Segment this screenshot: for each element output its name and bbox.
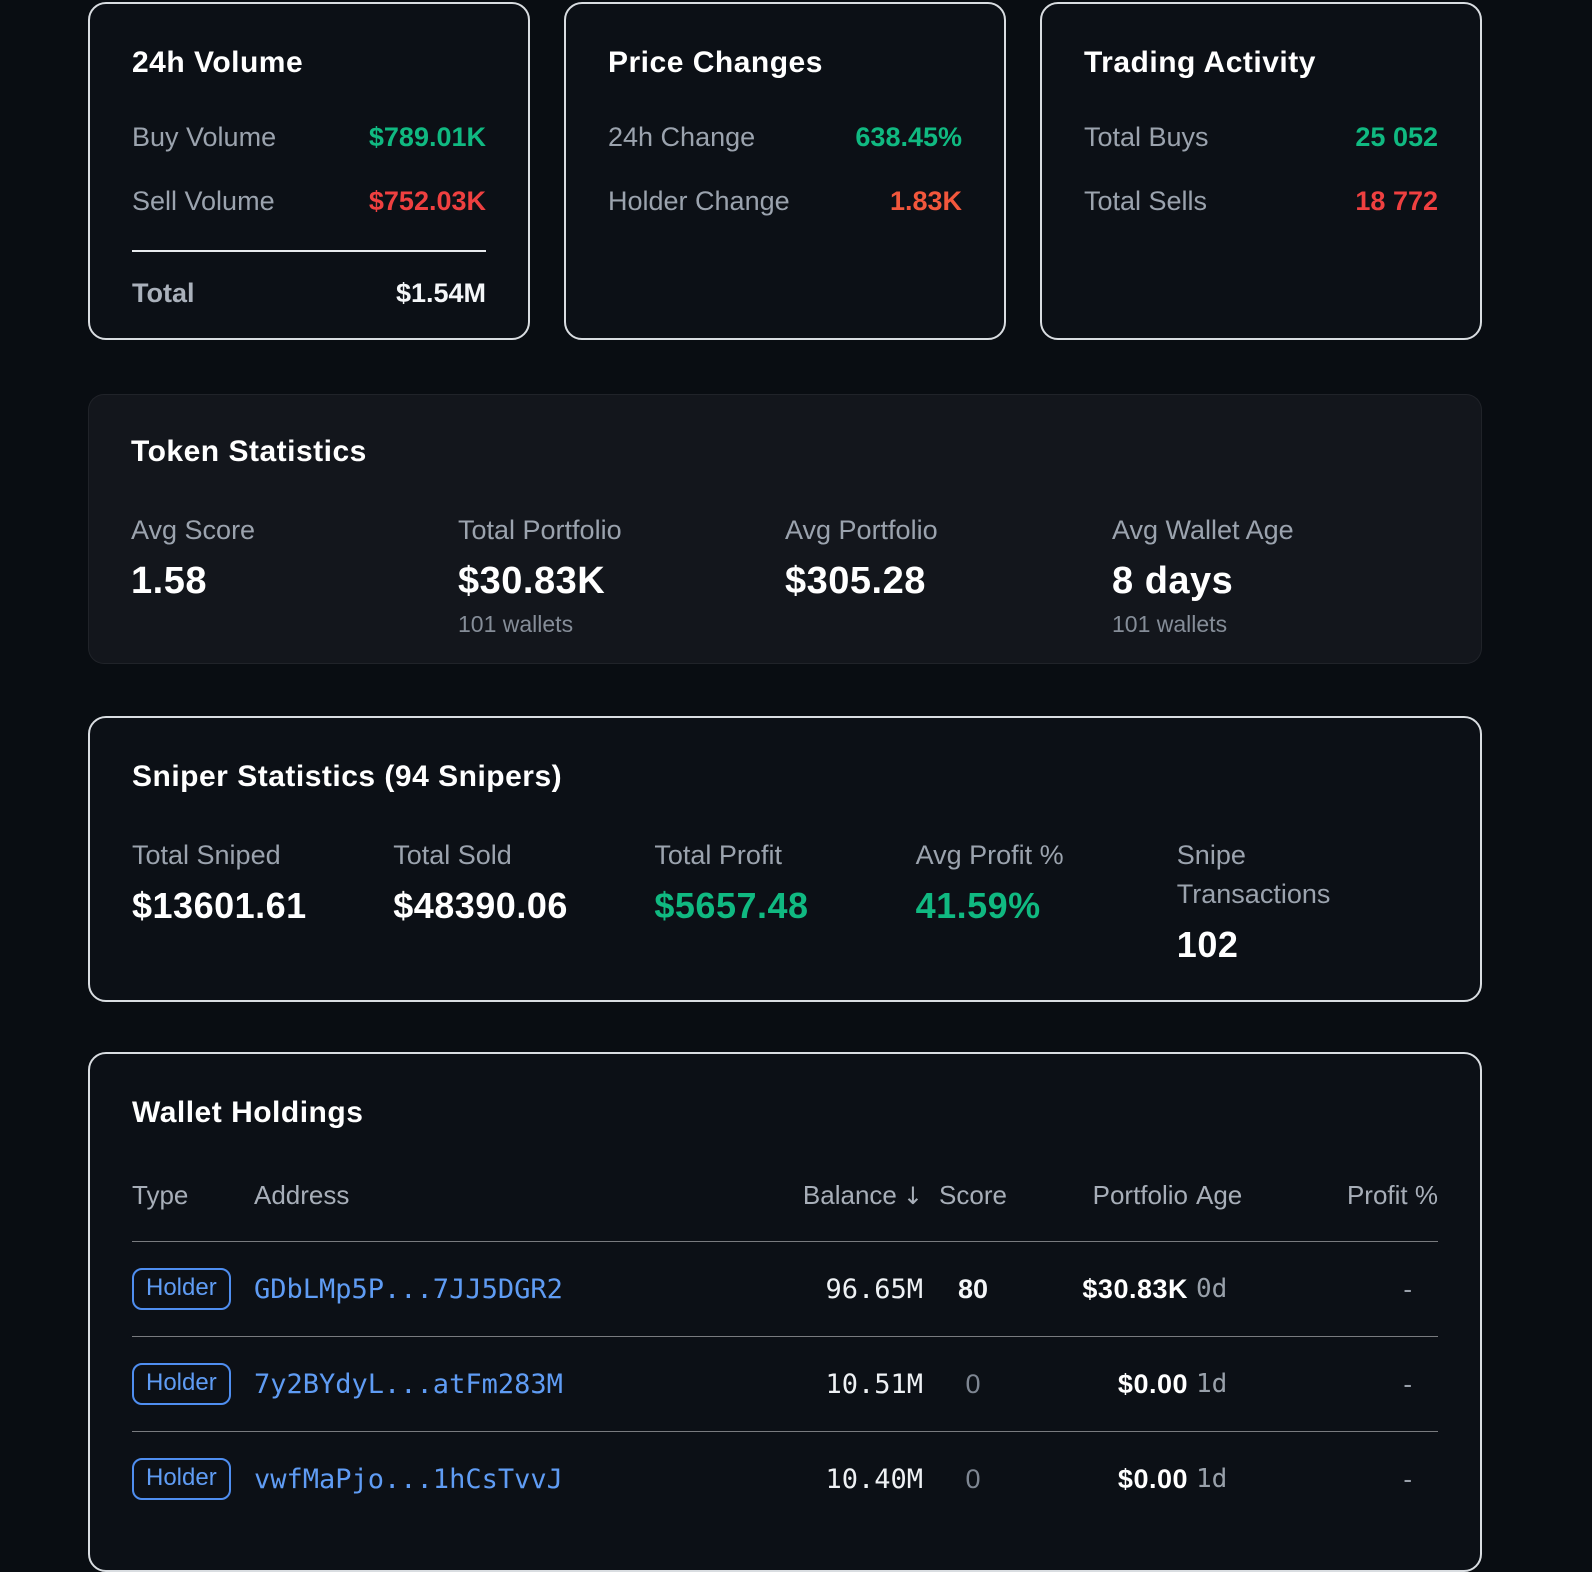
profit-value: - (1403, 1368, 1412, 1399)
age-value: 0d (1196, 1274, 1228, 1304)
wallet-address-link[interactable]: vwfMaPjo...1hCsTvvJ (254, 1463, 563, 1495)
avg-profit-pct-value: 41.59% (915, 885, 1041, 927)
holder-change-value: 1.83K (889, 186, 962, 216)
holdings-row-2: Holder 7y2BYdyL...atFm283M 10.51M 0 $0.0… (132, 1337, 1438, 1432)
trading-activity-card: Trading Activity Total Buys 25 052 Total… (1040, 2, 1482, 340)
stat-snipe-transactions: Snipe Transactions 102 (1177, 836, 1438, 966)
stat-total-portfolio: Total Portfolio $30.83K 101 wallets (458, 511, 785, 638)
volume-card: 24h Volume Buy Volume $789.01K Sell Volu… (88, 2, 530, 340)
avg-wallet-age-sub: 101 wallets (1112, 611, 1228, 638)
balance-value: 10.51M (825, 1368, 923, 1400)
total-sells-row: Total Sells 18 772 (1084, 186, 1438, 217)
total-portfolio-label: Total Portfolio (458, 515, 622, 545)
24h-change-row: 24h Change 638.45% (608, 122, 962, 153)
snipe-transactions-value: 102 (1176, 924, 1239, 966)
sell-volume-row: Sell Volume $752.03K (132, 186, 486, 217)
total-sold-label: Total Sold (393, 840, 512, 870)
portfolio-value: $0.00 (1117, 1368, 1188, 1399)
total-sniped-label: Total Sniped (132, 840, 281, 870)
dashboard-page: 24h Volume Buy Volume $789.01K Sell Volu… (88, 2, 1482, 1572)
total-profit-value: $5657.48 (654, 885, 809, 927)
stat-avg-wallet-age: Avg Wallet Age 8 days 101 wallets (1112, 511, 1439, 638)
total-buys-value: 25 052 (1355, 122, 1438, 152)
total-sold-value: $48390.06 (393, 885, 568, 927)
total-sells-value: 18 772 (1355, 186, 1438, 216)
sniper-statistics-card: Sniper Statistics (94 Snipers) Total Sni… (88, 716, 1482, 1002)
stat-total-profit: Total Profit $5657.48 (654, 836, 915, 966)
holder-type-badge: Holder (132, 1458, 231, 1500)
avg-wallet-age-value: 8 days (1112, 560, 1234, 603)
holder-change-label: Holder Change (608, 186, 790, 216)
trading-activity-title: Trading Activity (1084, 46, 1316, 79)
stat-total-sniped: Total Sniped $13601.61 (132, 836, 393, 966)
col-score: Score (939, 1180, 1007, 1210)
col-age: Age (1196, 1180, 1243, 1210)
score-value: 0 (965, 1368, 981, 1399)
col-address: Address (254, 1180, 350, 1210)
holdings-table: Type Address Balance ↓ Score Portfolio Ag… (132, 1180, 1438, 1526)
token-statistics-card: Token Statistics Avg Score 1.58 Total Po… (88, 394, 1482, 664)
stat-avg-score: Avg Score 1.58 (131, 511, 458, 638)
holdings-table-header: Type Address Balance ↓ Score Portfolio Ag… (132, 1180, 1438, 1242)
portfolio-value: $0.00 (1117, 1463, 1188, 1494)
sell-volume-value: $752.03K (368, 186, 486, 216)
total-buys-row: Total Buys 25 052 (1084, 122, 1438, 153)
col-balance-sort[interactable]: Balance ↓ (802, 1180, 923, 1210)
24h-change-value: 638.45% (855, 122, 962, 152)
balance-value: 10.40M (825, 1463, 923, 1495)
avg-score-value: 1.58 (131, 560, 207, 603)
stat-avg-profit-pct: Avg Profit % 41.59% (916, 836, 1177, 966)
buy-volume-value: $789.01K (368, 122, 486, 152)
holder-type-badge: Holder (132, 1268, 231, 1310)
age-value: 1d (1196, 1369, 1228, 1399)
total-volume-row: Total $1.54M (132, 278, 486, 309)
24h-change-label: 24h Change (608, 122, 756, 152)
portfolio-value: $30.83K (1082, 1273, 1188, 1304)
sniper-statistics-title: Sniper Statistics (94 Snipers) (132, 760, 563, 793)
holder-change-row: Holder Change 1.83K (608, 186, 962, 217)
total-volume-label: Total (132, 278, 195, 308)
balance-value: 96.65M (825, 1273, 923, 1305)
profit-value: - (1403, 1463, 1412, 1494)
avg-portfolio-label: Avg Portfolio (785, 515, 938, 545)
buy-volume-row: Buy Volume $789.01K (132, 122, 486, 153)
summary-cards-row: 24h Volume Buy Volume $789.01K Sell Volu… (88, 2, 1482, 340)
col-portfolio: Portfolio (1092, 1180, 1188, 1210)
holdings-row-3: Holder vwfMaPjo...1hCsTvvJ 10.40M 0 $0.0… (132, 1432, 1438, 1526)
col-type: Type (132, 1180, 189, 1210)
age-value: 1d (1196, 1464, 1228, 1494)
total-volume-value: $1.54M (395, 278, 486, 308)
buy-volume-label: Buy Volume (132, 122, 277, 152)
total-portfolio-sub: 101 wallets (458, 611, 574, 638)
avg-portfolio-value: $305.28 (785, 560, 926, 603)
profit-value: - (1403, 1273, 1412, 1304)
stat-avg-portfolio: Avg Portfolio $305.28 (785, 511, 1112, 638)
price-changes-card: Price Changes 24h Change 638.45% Holder … (564, 2, 1006, 340)
snipe-transactions-label: Snipe Transactions (1176, 840, 1331, 910)
total-sniped-value: $13601.61 (132, 885, 307, 927)
sort-descending-icon: ↓ (902, 1182, 923, 1210)
wallet-address-link[interactable]: 7y2BYdyL...atFm283M (254, 1368, 563, 1400)
col-profit: Profit % (1346, 1180, 1438, 1210)
avg-profit-pct-label: Avg Profit % (915, 840, 1064, 870)
total-buys-label: Total Buys (1084, 122, 1209, 152)
total-portfolio-value: $30.83K (458, 560, 606, 603)
score-value: 0 (965, 1463, 981, 1494)
sell-volume-label: Sell Volume (132, 186, 275, 216)
score-value: 80 (957, 1273, 989, 1304)
avg-wallet-age-label: Avg Wallet Age (1112, 515, 1294, 545)
wallet-address-link[interactable]: GDbLMp5P...7JJ5DGR2 (254, 1273, 563, 1305)
price-changes-title: Price Changes (608, 46, 823, 79)
total-profit-label: Total Profit (654, 840, 782, 870)
avg-score-label: Avg Score (131, 515, 256, 545)
token-statistics-title: Token Statistics (131, 435, 367, 468)
volume-total-divider (132, 250, 486, 252)
stat-total-sold: Total Sold $48390.06 (393, 836, 654, 966)
holder-type-badge: Holder (132, 1363, 231, 1405)
total-sells-label: Total Sells (1084, 186, 1208, 216)
holdings-row-1: Holder GDbLMp5P...7JJ5DGR2 96.65M 80 $30… (132, 1242, 1438, 1337)
volume-card-title: 24h Volume (132, 46, 304, 79)
wallet-holdings-card: Wallet Holdings Type Address Balance ↓ Sc… (88, 1052, 1482, 1572)
wallet-holdings-title: Wallet Holdings (132, 1096, 364, 1129)
